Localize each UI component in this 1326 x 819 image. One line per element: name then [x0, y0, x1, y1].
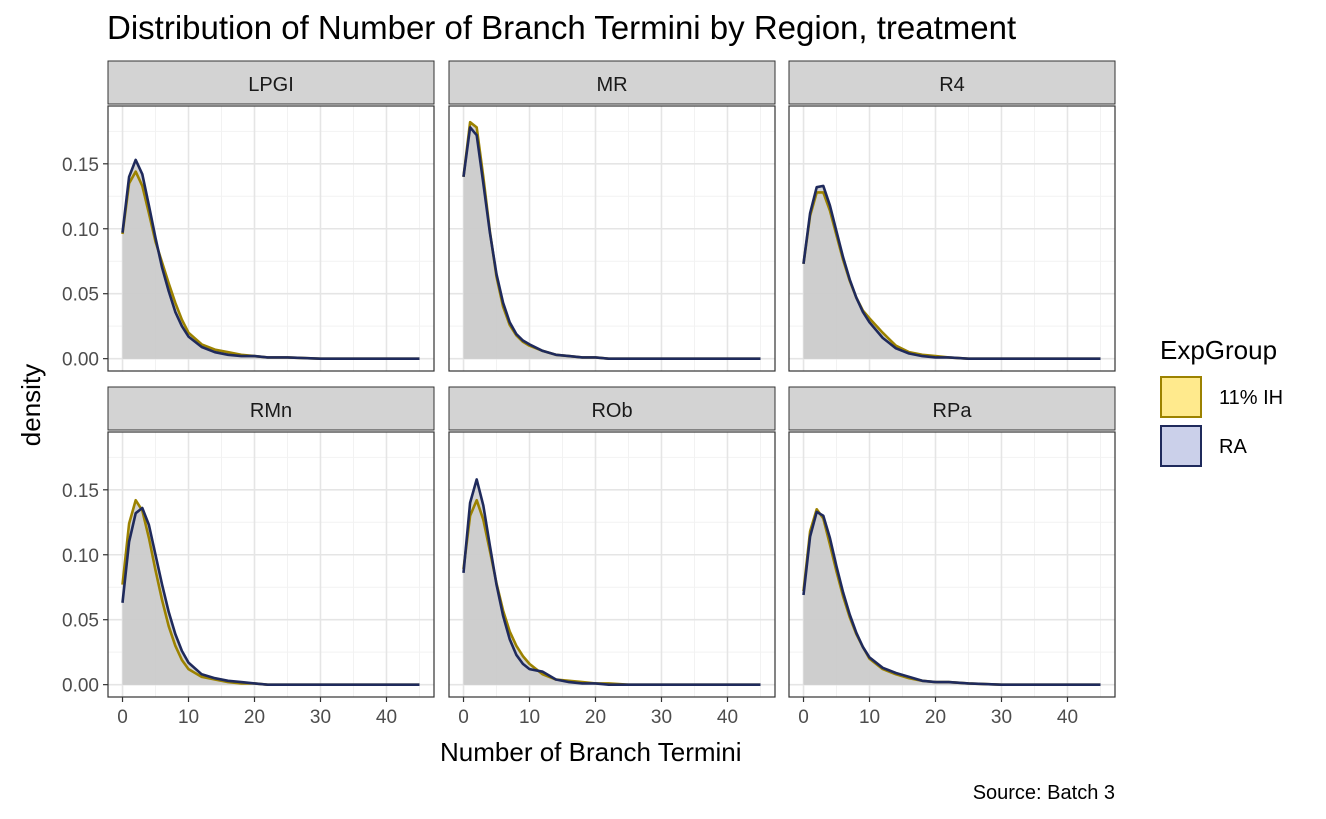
panel-border [788, 105, 1116, 372]
chart-title: Distribution of Number of Branch Termini… [107, 9, 1017, 46]
panel-border [448, 431, 776, 698]
density-area-ra [463, 127, 761, 359]
density-line-ra [462, 126, 761, 360]
density-area-ra [803, 511, 1101, 685]
facet-strip-label: MR [596, 74, 627, 96]
panel-rob: ROb 0 10 20 30 40 [448, 386, 776, 728]
chart-caption: Source: Batch 3 [972, 782, 1115, 804]
x-tick-label: 10 [519, 707, 540, 728]
legend-item-ra: RA [1160, 425, 1277, 471]
facet-strip [788, 386, 1116, 431]
x-axis-title: Number of Branch Termini [440, 737, 742, 767]
x-tick-label: 0 [117, 707, 128, 728]
x-tick-label: 20 [925, 707, 946, 728]
density-area-ra [122, 159, 420, 359]
panel-border [788, 431, 1116, 698]
facet-strip-label: RPa [933, 400, 973, 422]
facet-strip-label: R4 [939, 74, 965, 96]
x-tick-label: 40 [376, 707, 397, 728]
density-line-ra [802, 510, 1101, 686]
x-tick-label: 0 [798, 707, 809, 728]
y-axis-title: density [16, 363, 46, 447]
density-line-ra [121, 158, 420, 360]
y-tick-label: 0.10 [62, 546, 99, 567]
panel-rmn: RMn 0.00 0.05 0.10 0.15 0 10 20 30 40 [62, 386, 435, 728]
panel-border [107, 431, 435, 698]
legend-key-ra [1160, 425, 1202, 467]
facet-strip [107, 60, 435, 105]
density-area-ra [803, 185, 1101, 359]
y-tick-label: 0.15 [62, 155, 99, 176]
facet-strip [788, 60, 1116, 105]
x-tick-label: 0 [458, 707, 469, 728]
density-line-ra [121, 506, 420, 686]
density-line-ra [802, 184, 1101, 360]
panel-lpgi: LPGI 0.00 0.05 0.10 0.15 [62, 60, 435, 372]
y-tick-label: 0.05 [62, 285, 99, 306]
legend-label-ih: 11% IH [1219, 387, 1284, 409]
panel-rpa: RPa 0 10 20 30 40 [788, 386, 1116, 728]
x-tick-label: 30 [991, 707, 1012, 728]
density-line-ra [462, 478, 761, 686]
panel-mr: MR [448, 60, 776, 372]
y-tick-label: 0.15 [62, 481, 99, 502]
x-tick-label: 10 [859, 707, 880, 728]
legend-key-ih [1160, 376, 1202, 418]
y-tick-label: 0.00 [62, 350, 99, 371]
facet-strip-label: LPGI [248, 74, 294, 96]
panel-border [448, 105, 776, 372]
y-tick-label: 0.10 [62, 220, 99, 241]
facet-strip [448, 386, 776, 431]
legend: ExpGroup 11% IH RA [1160, 334, 1283, 471]
legend-title: ExpGroup [1160, 335, 1278, 365]
x-tick-label: 40 [1057, 707, 1078, 728]
x-tick-label: 40 [717, 707, 738, 728]
x-tick-label: 30 [310, 707, 331, 728]
x-tick-label: 10 [178, 707, 199, 728]
density-area-ra [122, 508, 420, 685]
y-tick-label: 0.05 [62, 611, 99, 632]
facet-strip [107, 386, 435, 431]
x-tick-label: 30 [651, 707, 672, 728]
y-tick-label: 0.00 [62, 676, 99, 697]
facet-strip-label: ROb [591, 400, 632, 422]
panel-r4: R4 [788, 60, 1116, 372]
density-area-ra [463, 479, 761, 685]
legend-item-ih: 11% IH [1160, 376, 1283, 422]
facet-strip-label: RMn [250, 400, 292, 422]
facet-strip [448, 60, 776, 105]
x-tick-label: 20 [244, 707, 265, 728]
x-tick-label: 20 [585, 707, 606, 728]
legend-label-ra: RA [1219, 436, 1247, 458]
panel-border [107, 105, 435, 372]
